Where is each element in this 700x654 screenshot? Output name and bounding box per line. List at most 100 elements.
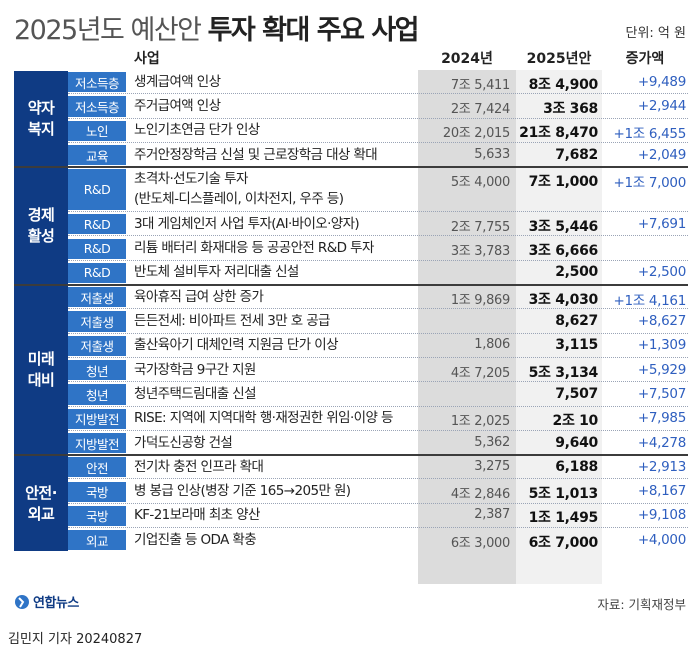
table-header: 사업 2024년 2025년안 증가액 bbox=[14, 44, 688, 70]
logo-text: 연합뉴스 bbox=[33, 596, 79, 611]
value-2025: 7,682 bbox=[555, 146, 598, 163]
value-2025: 3조 5,446 bbox=[528, 218, 599, 235]
group-separator bbox=[14, 284, 688, 287]
category-tag: 안전 bbox=[68, 457, 126, 478]
value-increase: +2,049 bbox=[637, 146, 686, 163]
value-2024: 2조 7,755 bbox=[450, 219, 510, 235]
category-tag: R&D bbox=[68, 238, 126, 259]
value-increase: +5,929 bbox=[637, 361, 686, 378]
item-name: 반도체 설비투자 저리대출 신설 bbox=[134, 264, 299, 281]
row-divider bbox=[68, 429, 688, 431]
category-tag: 국방 bbox=[68, 481, 126, 502]
value-increase: +1조 7,000 bbox=[613, 175, 686, 192]
category-tag: 저소득층 bbox=[68, 72, 126, 93]
table-row: 외교 기업진출 등 ODA 확충 6조 3,000 6조 7,000 +4,000 bbox=[68, 528, 688, 552]
table-row: 청년 청년주택드림대출 신설 7,507 +7,507 bbox=[68, 382, 688, 407]
value-2024: 6조 3,000 bbox=[450, 535, 510, 551]
group-separator bbox=[14, 454, 688, 457]
value-2024: 1조 2,025 bbox=[450, 414, 510, 430]
header-increase: 증가액 bbox=[625, 51, 665, 67]
value-2025: 3조 368 bbox=[543, 100, 598, 117]
item-name: 초격차·선도기술 투자 bbox=[134, 171, 248, 188]
source: 자료: 기획재정부 bbox=[597, 597, 686, 612]
value-increase: +9,489 bbox=[637, 73, 686, 90]
category-tag: 저출생 bbox=[68, 335, 126, 356]
category-tag: 지방발전 bbox=[68, 432, 126, 454]
row-divider bbox=[68, 235, 688, 237]
title-light: 2025년도 예산안 bbox=[14, 15, 202, 46]
row-divider bbox=[68, 332, 688, 334]
value-2025: 8,627 bbox=[555, 313, 598, 330]
table-row: 청년 국가장학금 9구간 지원 4조 7,205 5조 3,134 +5,929 bbox=[68, 358, 688, 383]
category-tag: 국방 bbox=[68, 505, 126, 527]
table-row: 저출생 든든전세: 비아파트 전세 3만 호 공급 8,627 +8,627 bbox=[68, 309, 688, 334]
value-increase: +7,507 bbox=[637, 385, 686, 402]
table-row: 국방 KF-21보라매 최초 양산 2,387 1조 1,495 +9,108 bbox=[68, 504, 688, 529]
value-2025: 7,507 bbox=[555, 385, 598, 402]
value-2024: 2조 7,424 bbox=[450, 101, 510, 117]
table-row: R&D 3대 게임체인저 사업 투자(AI·바이오·양자) 2조 7,755 3조 5… bbox=[68, 212, 688, 237]
item-name: 든든전세: 비아파트 전세 3만 호 공급 bbox=[134, 313, 330, 330]
category-tag: 저출생 bbox=[68, 311, 126, 332]
value-2024: 4조 7,205 bbox=[450, 365, 510, 381]
item-name: 전기차 충전 인프라 확대 bbox=[134, 458, 264, 475]
category-tag: 저출생 bbox=[68, 287, 126, 308]
row-divider bbox=[68, 356, 688, 358]
value-increase: +8,167 bbox=[637, 483, 686, 500]
title-bold: 투자 확대 주요 사업 bbox=[207, 15, 420, 46]
item-name: 3대 게임체인저 사업 투자(AI·바이오·양자) bbox=[134, 215, 360, 232]
row-divider bbox=[68, 381, 688, 383]
value-2024: 7조 5,411 bbox=[450, 77, 510, 93]
value-2025: 3,115 bbox=[555, 337, 598, 354]
table-row: 지방발전 가덕도신공항 건설 5,362 9,640 +4,278 bbox=[68, 431, 688, 455]
value-increase: +1조 4,161 bbox=[613, 292, 686, 309]
table-row: 안전 전기차 충전 인프라 확대 3,275 6,188 +2,913 bbox=[68, 455, 688, 480]
value-2025: 7조 1,000 bbox=[528, 174, 599, 191]
value-increase: +2,500 bbox=[637, 264, 686, 281]
category-tag: 외교 bbox=[68, 530, 126, 551]
value-2025: 6조 7,000 bbox=[528, 534, 599, 551]
value-2024: 5,633 bbox=[474, 146, 510, 162]
item-name: 주거급여액 인상 bbox=[134, 97, 221, 114]
value-increase: +4,000 bbox=[637, 531, 686, 548]
item-name: 병 봉급 인상(병장 기준 165→205만 원) bbox=[134, 483, 351, 500]
value-increase: +7,985 bbox=[637, 410, 686, 427]
row-divider bbox=[68, 93, 688, 95]
value-2024: 20조 2,015 bbox=[442, 126, 510, 142]
item-name: 기업진출 등 ODA 확충 bbox=[134, 531, 257, 548]
row-divider bbox=[68, 308, 688, 310]
value-2024: 1조 9,869 bbox=[450, 292, 510, 308]
value-2024: 2,387 bbox=[474, 507, 510, 523]
row-divider bbox=[68, 527, 688, 529]
group-label: 안전· 외교 bbox=[14, 456, 68, 552]
value-increase: +2,944 bbox=[637, 97, 686, 114]
category-tag: R&D bbox=[68, 214, 126, 235]
value-2024: 5,362 bbox=[474, 434, 510, 450]
table-row: R&D 리튬 배터리 화재대응 등 공공안전 R&D 투자 3조 3,783 3조 6… bbox=[68, 237, 688, 261]
value-increase: +8,627 bbox=[637, 313, 686, 330]
item-name: 노인기초연금 단가 인상 bbox=[134, 122, 260, 139]
table-row: R&D 반도체 설비투자 저리대출 신설 2,500 +2,500 bbox=[68, 261, 688, 285]
category-tag: 지방발전 bbox=[68, 408, 126, 429]
table-row: 저출생 출산육아기 대체인력 지원금 단가 이상 1,806 3,115 +1,309 bbox=[68, 334, 688, 358]
item-name: 육아휴직 급여 상한 증가 bbox=[134, 288, 264, 305]
value-increase: +4,278 bbox=[637, 434, 686, 451]
category-tag: 저소득층 bbox=[68, 96, 126, 117]
group-label: 미래 대비 bbox=[14, 286, 68, 455]
column-2024-background bbox=[418, 70, 516, 584]
row-divider bbox=[68, 405, 688, 407]
budget-table: 사업 2024년 2025년안 증가액 저소득층 생계급여액 인상 7조 5,411… bbox=[14, 44, 688, 584]
table-row: 저출생 육아휴직 급여 상한 증가 1조 9,869 3조 4,030 +1조 4,16… bbox=[68, 285, 688, 310]
value-increase: +9,108 bbox=[637, 507, 686, 524]
table-row: 저소득층 생계급여액 인상 7조 5,411 8조 4,900 +9,489 bbox=[68, 70, 688, 95]
group-label: 약자 복지 bbox=[14, 71, 68, 167]
table-row: 지방발전 RISE: 지역에 지역대학 행·재정권한 위임·이양 등 1조 2,02… bbox=[68, 407, 688, 431]
value-2025: 2,500 bbox=[555, 264, 598, 281]
value-2025: 1조 1,495 bbox=[528, 510, 599, 527]
group-label: 경제 활성 bbox=[14, 168, 68, 285]
group-separator bbox=[14, 166, 688, 169]
value-2025: 3조 4,030 bbox=[528, 291, 599, 308]
value-2024: 3,275 bbox=[474, 458, 510, 474]
row-divider bbox=[68, 141, 688, 143]
